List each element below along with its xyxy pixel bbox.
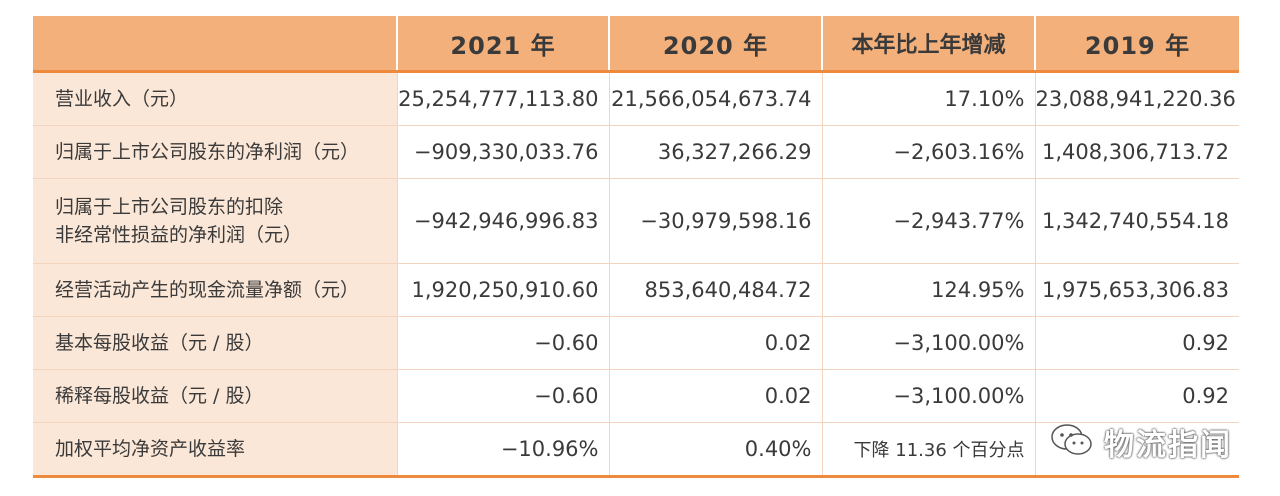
header-2021: 2021 年	[397, 16, 610, 73]
cell-2020: 853,640,484.72	[609, 263, 823, 317]
table-row: 经营活动产生的现金流量净额（元） 1,920,250,910.60 853,64…	[33, 263, 1239, 317]
row-label: 基本每股收益（元 / 股）	[33, 316, 398, 370]
cell-2020: 21,566,054,673.74	[609, 71, 823, 126]
cell-change: 下降 11.36 个百分点	[822, 422, 1036, 478]
row-label-line-1: 归属于上市公司股东的扣除	[55, 196, 284, 218]
row-label: 归属于上市公司股东的净利润（元）	[33, 125, 398, 179]
cell-2020: 0.02	[609, 369, 823, 423]
cell-2021: −942,946,996.83	[397, 178, 610, 264]
header-blank	[33, 16, 398, 73]
row-label: 营业收入（元）	[33, 71, 398, 126]
cell-2020: 0.02	[609, 316, 823, 370]
financial-summary-table: 2021 年 2020 年 本年比上年增减 2019 年 营业收入（元） 25,…	[33, 16, 1239, 478]
cell-2021: −0.60	[397, 316, 610, 370]
cell-2021: −0.60	[397, 369, 610, 423]
cell-change: 124.95%	[822, 263, 1036, 317]
cell-2019: 1,975,653,306.83	[1035, 263, 1239, 317]
row-label: 经营活动产生的现金流量净额（元）	[33, 263, 398, 317]
cell-change: 17.10%	[822, 71, 1036, 126]
wechat-icon	[1050, 422, 1094, 462]
cell-2019: 1,408,306,713.72	[1035, 125, 1239, 179]
watermark: 物流指闻	[1050, 420, 1232, 464]
cell-2021: 1,920,250,910.60	[397, 263, 610, 317]
table-row: 加权平均净资产收益率 −10.96% 0.40% 下降 11.36 个百分点	[33, 422, 1239, 478]
table-row: 基本每股收益（元 / 股） −0.60 0.02 −3,100.00% 0.92	[33, 316, 1239, 370]
cell-change: −2,603.16%	[822, 125, 1036, 179]
cell-change: −2,943.77%	[822, 178, 1036, 264]
table-row: 归属于上市公司股东的扣除 非经常性损益的净利润（元） −942,946,996.…	[33, 178, 1239, 264]
row-label: 加权平均净资产收益率	[33, 422, 398, 478]
cell-2021: −909,330,033.76	[397, 125, 610, 179]
header-2019: 2019 年	[1035, 16, 1239, 73]
cell-2019: 23,088,941,220.36	[1035, 71, 1239, 126]
header-2020: 2020 年	[609, 16, 823, 73]
cell-change: −3,100.00%	[822, 369, 1036, 423]
cell-2020: 0.40%	[609, 422, 823, 478]
cell-change: −3,100.00%	[822, 316, 1036, 370]
row-label: 归属于上市公司股东的扣除 非经常性损益的净利润（元）	[33, 178, 398, 264]
cell-2021: −10.96%	[397, 422, 610, 478]
cell-2019: 1,342,740,554.18	[1035, 178, 1239, 264]
row-label: 稀释每股收益（元 / 股）	[33, 369, 398, 423]
table-row: 归属于上市公司股东的净利润（元） −909,330,033.76 36,327,…	[33, 125, 1239, 179]
cell-2020: 36,327,266.29	[609, 125, 823, 179]
watermark-text: 物流指闻	[1104, 428, 1232, 463]
cell-2019: 0.92	[1035, 316, 1239, 370]
header-change: 本年比上年增减	[822, 16, 1036, 73]
cell-2019: 0.92	[1035, 369, 1239, 423]
table-row: 稀释每股收益（元 / 股） −0.60 0.02 −3,100.00% 0.92	[33, 369, 1239, 423]
cell-2020: −30,979,598.16	[609, 178, 823, 264]
cell-2021: 25,254,777,113.80	[397, 71, 610, 126]
table-row: 营业收入（元） 25,254,777,113.80 21,566,054,673…	[33, 71, 1239, 126]
header-row: 2021 年 2020 年 本年比上年增减 2019 年	[33, 16, 1239, 73]
row-label-line-2: 非经常性损益的净利润（元）	[55, 224, 303, 246]
